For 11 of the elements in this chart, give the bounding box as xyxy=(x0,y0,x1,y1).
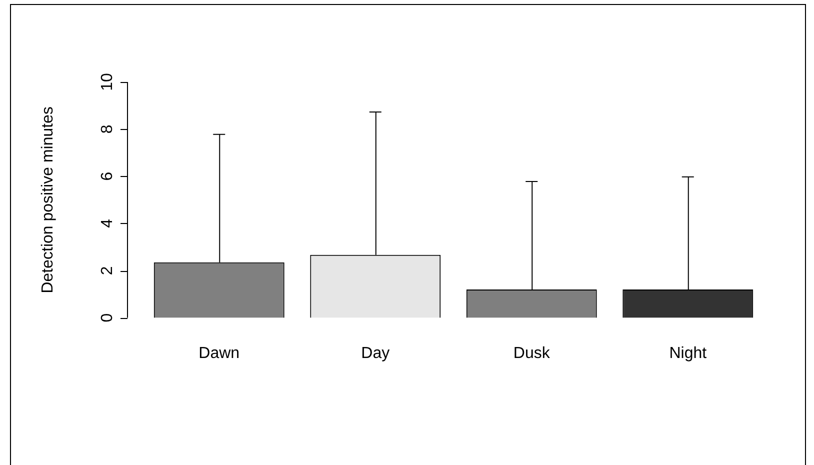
y-tick-label: 4 xyxy=(98,218,116,228)
y-axis-title: Detection positive minutes xyxy=(39,106,56,294)
y-tick-label: 0 xyxy=(98,313,116,322)
y-tick-label: 2 xyxy=(98,266,116,276)
y-tick-label: 10 xyxy=(98,73,116,91)
x-tick-label: Dusk xyxy=(513,344,551,362)
y-tick-label: 6 xyxy=(98,172,116,181)
x-tick-label: Dawn xyxy=(198,344,240,362)
y-tick-label: 8 xyxy=(98,124,116,134)
x-tick-label: Day xyxy=(361,344,390,362)
x-tick-label: Night xyxy=(669,344,708,362)
